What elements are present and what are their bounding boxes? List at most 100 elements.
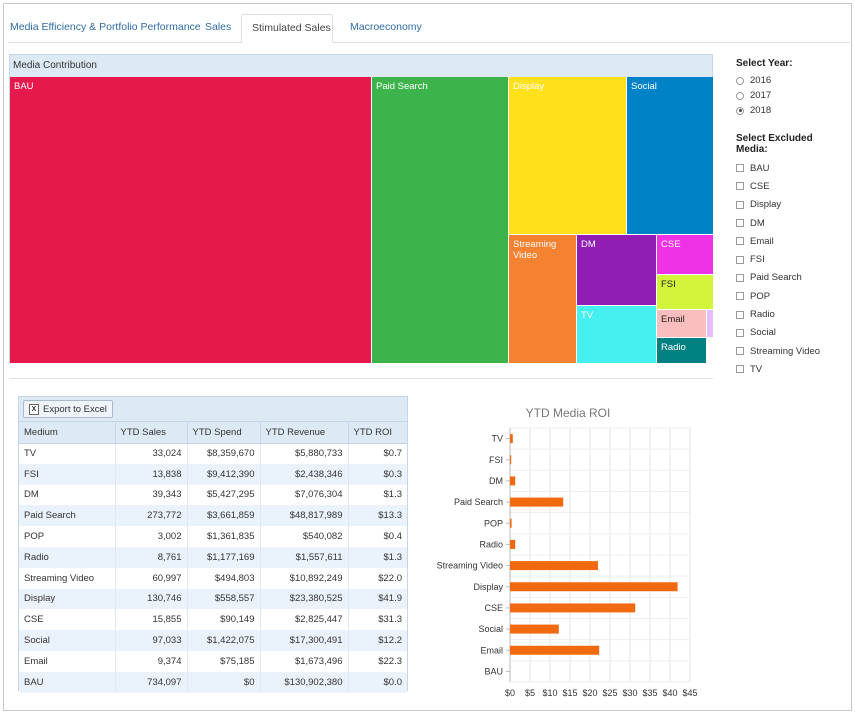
table-cell: $5,880,733 bbox=[260, 443, 349, 464]
tab-sales[interactable]: Sales bbox=[205, 21, 232, 33]
table-cell: $17,300,491 bbox=[260, 630, 349, 651]
media-option-email[interactable]: Email bbox=[736, 232, 846, 250]
year-option-label: 2016 bbox=[750, 75, 772, 86]
media-option-pop[interactable]: POP bbox=[736, 287, 846, 305]
roi-bar[interactable] bbox=[510, 497, 564, 507]
roi-bar[interactable] bbox=[510, 645, 600, 655]
table-cell: 60,997 bbox=[115, 567, 188, 589]
roi-bar-chart-svg: $0 $5 $10 $15 $20 $25 $30 $35 $40 $45 TV FSI DM Paid … bbox=[437, 427, 698, 698]
treemap-cell-fsi[interactable]: FSI bbox=[657, 275, 713, 310]
roi-bar[interactable] bbox=[510, 518, 512, 528]
table-row[interactable]: BAU 734,097 $0 $130,902,380 $0.0 bbox=[19, 671, 407, 693]
roi-bar[interactable] bbox=[510, 539, 516, 549]
checkbox[interactable] bbox=[736, 164, 744, 173]
treemap-cell-social[interactable]: Social bbox=[627, 77, 713, 235]
treemap-cell-bau[interactable]: BAU bbox=[10, 77, 372, 364]
media-option-bau[interactable]: BAU bbox=[736, 159, 846, 177]
media-option-social[interactable]: Social bbox=[736, 324, 846, 342]
table-row[interactable]: Paid Search 273,772 $3,661,859 $48,817,989 $… bbox=[19, 505, 407, 527]
table-cell: $130,902,380 bbox=[260, 671, 349, 693]
checkbox[interactable] bbox=[736, 347, 744, 356]
table-cell: $8,359,670 bbox=[187, 443, 261, 464]
treemap-cell-streaming-video[interactable]: Streaming Video bbox=[509, 235, 577, 364]
roi-bar[interactable] bbox=[510, 624, 559, 634]
tab-stimulated-sales[interactable]: Stimulated Sales bbox=[241, 14, 333, 43]
checkbox[interactable] bbox=[736, 237, 744, 246]
radio-button[interactable] bbox=[736, 91, 744, 100]
table-cell: $10,892,249 bbox=[260, 567, 349, 589]
y-category-label: DM bbox=[489, 476, 503, 486]
table-cell: $13.3 bbox=[348, 505, 407, 527]
table-cell: $1,361,835 bbox=[187, 526, 261, 547]
table-row[interactable]: Streaming Video 60,997 $494,803 $10,892,249… bbox=[19, 567, 407, 589]
checkbox[interactable] bbox=[736, 328, 744, 337]
treemap-cell-tv[interactable]: TV bbox=[577, 306, 657, 364]
column-header[interactable]: YTD Sales bbox=[115, 422, 188, 444]
table-row[interactable]: POP 3,002 $1,361,835 $540,082 $0.4 bbox=[19, 526, 407, 547]
table-cell: $75,185 bbox=[187, 650, 261, 672]
table-row[interactable]: TV 33,024 $8,359,670 $5,880,733 $0.7 bbox=[19, 443, 407, 464]
export-to-excel-button[interactable]: X Export to Excel bbox=[23, 400, 113, 418]
table-row[interactable]: Social 97,033 $1,422,075 $17,300,491 $12.2 bbox=[19, 630, 407, 651]
column-header[interactable]: Medium bbox=[19, 422, 116, 444]
media-option-display[interactable]: Display bbox=[736, 196, 846, 214]
media-option-tv[interactable]: TV bbox=[736, 360, 846, 378]
checkbox[interactable] bbox=[736, 273, 744, 282]
table-row[interactable]: Email 9,374 $75,185 $1,673,496 $22.3 bbox=[19, 650, 407, 672]
table-cell: 8,761 bbox=[115, 546, 188, 568]
treemap-cell-display[interactable]: Display bbox=[509, 77, 627, 235]
year-option-2018[interactable]: 2018 bbox=[736, 103, 846, 118]
table-row[interactable]: Radio 8,761 $1,177,169 $1,557,611 $1.3 bbox=[19, 546, 407, 568]
treemap-cell-cse[interactable]: CSE bbox=[657, 235, 713, 275]
checkbox[interactable] bbox=[736, 255, 744, 264]
table-cell: Social bbox=[19, 630, 116, 651]
table-cell: 97,033 bbox=[115, 630, 188, 651]
checkbox[interactable] bbox=[736, 310, 744, 319]
checkbox[interactable] bbox=[736, 200, 744, 209]
radio-button[interactable] bbox=[736, 76, 744, 85]
media-option-label: Social bbox=[750, 327, 776, 339]
treemap-cell-dm[interactable]: DM bbox=[577, 235, 657, 306]
treemap-cell-pop[interactable] bbox=[707, 310, 713, 338]
media-option-label: Email bbox=[750, 235, 774, 247]
column-header[interactable]: YTD Revenue bbox=[260, 422, 349, 444]
checkbox[interactable] bbox=[736, 292, 744, 301]
treemap-cell-radio[interactable]: Radio bbox=[657, 338, 707, 364]
media-option-radio[interactable]: Radio bbox=[736, 305, 846, 323]
media-option-cse[interactable]: CSE bbox=[736, 177, 846, 195]
roi-bar[interactable] bbox=[510, 455, 512, 465]
year-option-label: 2017 bbox=[750, 90, 772, 101]
table-cell: Display bbox=[19, 588, 116, 610]
radio-button[interactable] bbox=[736, 106, 744, 115]
roi-bar[interactable] bbox=[510, 561, 598, 571]
roi-bar[interactable] bbox=[510, 434, 513, 444]
column-header[interactable]: YTD Spend bbox=[187, 422, 261, 444]
checkbox[interactable] bbox=[736, 219, 744, 228]
media-option-fsi[interactable]: FSI bbox=[736, 250, 846, 268]
year-option-2017[interactable]: 2017 bbox=[736, 88, 846, 103]
table-row[interactable]: Display 130,746 $558,557 $23,380,525 $41.9 bbox=[19, 588, 407, 610]
treemap-cell-paid-search[interactable]: Paid Search bbox=[372, 77, 509, 364]
media-option-dm[interactable]: DM bbox=[736, 214, 846, 232]
roi-bar[interactable] bbox=[510, 582, 678, 592]
year-option-2016[interactable]: 2016 bbox=[736, 73, 846, 88]
roi-bar[interactable] bbox=[510, 476, 516, 486]
table-row[interactable]: FSI 13,838 $9,412,390 $2,438,346 $0.3 bbox=[19, 463, 407, 485]
table-row[interactable]: CSE 15,855 $90,149 $2,825,447 $31.3 bbox=[19, 609, 407, 631]
media-option-paid-search[interactable]: Paid Search bbox=[736, 269, 846, 287]
tab-media-efficiency[interactable]: Media Efficiency & Portfolio Performance bbox=[10, 21, 201, 33]
roi-bar[interactable] bbox=[510, 603, 636, 613]
tab-macroeconomy[interactable]: Macroeconomy bbox=[350, 21, 422, 33]
table-row[interactable]: DM 39,343 $5,427,295 $7,076,304 $1.3 bbox=[19, 484, 407, 506]
treemap-header: Media Contribution bbox=[9, 54, 713, 78]
media-option-label: BAU bbox=[750, 162, 770, 174]
table-cell: Email bbox=[19, 650, 116, 672]
table-cell: 39,343 bbox=[115, 484, 188, 506]
media-option-streaming-video[interactable]: Streaming Video bbox=[736, 342, 846, 360]
treemap-cell-email[interactable]: Email bbox=[657, 310, 707, 338]
checkbox[interactable] bbox=[736, 182, 744, 191]
table-cell: $0.3 bbox=[348, 463, 407, 485]
column-header[interactable]: YTD ROI bbox=[348, 422, 407, 444]
checkbox[interactable] bbox=[736, 365, 744, 374]
table-cell: $22.0 bbox=[378, 572, 402, 584]
